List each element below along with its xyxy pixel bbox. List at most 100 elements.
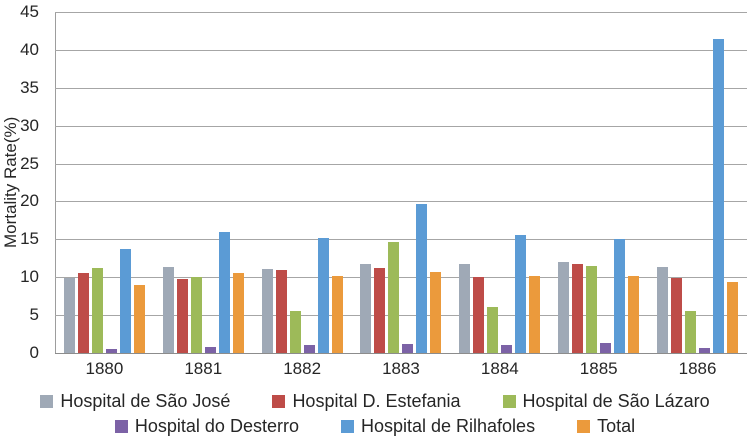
bar-1881-series-3	[204, 347, 216, 353]
legend-swatch-icon	[502, 395, 516, 408]
bar-1883-series-5	[430, 272, 442, 353]
bar-1881-series-2	[190, 277, 202, 353]
bar-1880-series-2	[91, 268, 103, 353]
bar-1886-series-1	[671, 278, 683, 353]
chart-legend: Hospital de São José Hospital D. Estefani…	[0, 389, 750, 439]
x-axis-tick-labels: 1880 1881 1882 1883 1884 1885 1886	[55, 359, 747, 381]
legend-label: Hospital do Desterro	[134, 416, 299, 436]
x-tick-label-1885: 1885	[579, 359, 618, 378]
bar-1883-series-3	[402, 344, 414, 353]
bar-group-1886	[648, 12, 747, 353]
bar-1880-series-1	[77, 273, 89, 353]
x-tick-label-1886: 1886	[678, 359, 717, 378]
legend-label: Hospital de São Lázaro	[522, 391, 710, 411]
legend-swatch-icon	[40, 395, 54, 408]
bar-1880-series-4	[119, 249, 131, 353]
bar-1884-series-0	[459, 264, 471, 353]
bar-1881-series-4	[218, 232, 230, 353]
y-tick-label-35: 35	[20, 78, 39, 97]
bar-1882-series-5	[331, 276, 343, 353]
bar-1885-series-4	[614, 239, 626, 353]
bar-1881-series-5	[232, 273, 244, 353]
legend-label: Hospital de São José	[60, 391, 231, 411]
legend-swatch-icon	[114, 420, 128, 433]
legend-label: Total	[597, 416, 636, 436]
bar-1880-series-0	[63, 278, 75, 353]
bar-group-1885	[549, 12, 648, 353]
bar-1886-series-0	[657, 267, 669, 353]
bar-1886-series-3	[699, 348, 711, 353]
bar-1885-series-1	[572, 264, 584, 353]
legend-row-2: Hospital do Desterro Hospital de Rilhafol…	[0, 414, 750, 439]
x-tick-label-1881: 1881	[184, 359, 223, 378]
bar-1881-series-1	[176, 279, 188, 353]
legend-row-1: Hospital de São José Hospital D. Estefani…	[0, 389, 750, 414]
x-tick-label-1882: 1882	[283, 359, 322, 378]
bar-group-1882	[253, 12, 352, 353]
y-axis-line	[55, 12, 56, 354]
y-tick-label-20: 20	[20, 191, 39, 210]
bar-group-1880	[55, 12, 154, 353]
bar-1882-series-4	[317, 238, 329, 353]
gridline-y-0	[55, 353, 747, 354]
bar-1886-series-2	[685, 311, 697, 353]
x-tick-label-1880: 1880	[85, 359, 124, 378]
legend-item-series-3: Hospital do Desterro	[114, 416, 299, 437]
legend-swatch-icon	[577, 420, 591, 433]
bar-1880-series-3	[105, 349, 117, 353]
gridline-y-35	[55, 88, 747, 89]
bar-1886-series-5	[727, 282, 739, 353]
gridline-y-30	[55, 126, 747, 127]
y-axis-tick-labels: 0 5 10 15 20 25 30 35 40 45	[0, 2, 47, 362]
legend-swatch-icon	[340, 420, 354, 433]
y-tick-label-30: 30	[20, 116, 39, 135]
bar-1885-series-3	[600, 343, 612, 353]
bar-1884-series-1	[473, 277, 485, 353]
x-tick-label-1884: 1884	[480, 359, 519, 378]
bar-1886-series-4	[713, 39, 725, 353]
bar-1883-series-1	[374, 268, 386, 353]
gridline-y-5	[55, 315, 747, 316]
legend-label: Hospital D. Estefania	[292, 391, 461, 411]
y-tick-label-25: 25	[20, 154, 39, 173]
bar-1884-series-3	[501, 345, 513, 353]
gridline-y-45	[55, 12, 747, 13]
bar-1883-series-4	[416, 204, 428, 353]
legend-label: Hospital de Rilhafoles	[360, 416, 536, 436]
gridline-y-10	[55, 277, 747, 278]
legend-item-series-5: Total	[577, 416, 635, 437]
bar-1884-series-5	[529, 276, 541, 353]
y-tick-label-0: 0	[29, 343, 39, 362]
bar-1880-series-5	[133, 285, 145, 353]
bar-group-1884	[450, 12, 549, 353]
bar-1882-series-1	[275, 270, 287, 353]
bar-1882-series-3	[303, 345, 315, 353]
bar-1881-series-0	[162, 267, 174, 353]
legend-item-series-1: Hospital D. Estefania	[272, 391, 461, 412]
bar-1883-series-2	[388, 242, 400, 353]
gridline-y-20	[55, 201, 747, 202]
bar-1885-series-2	[586, 266, 598, 353]
legend-item-series-4: Hospital de Rilhafoles	[340, 416, 536, 437]
bar-1885-series-5	[628, 276, 640, 353]
gridline-y-40	[55, 50, 747, 51]
bar-1882-series-0	[261, 269, 273, 353]
y-tick-label-15: 15	[20, 229, 39, 248]
bar-1882-series-2	[289, 311, 301, 353]
y-tick-label-10: 10	[20, 267, 39, 286]
y-tick-label-45: 45	[20, 2, 39, 21]
gridline-y-25	[55, 164, 747, 165]
y-tick-label-40: 40	[20, 40, 39, 59]
legend-item-series-2: Hospital de São Lázaro	[502, 391, 710, 412]
gridline-y-15	[55, 239, 747, 240]
bar-group-1881	[154, 12, 253, 353]
bar-1884-series-2	[487, 307, 499, 353]
legend-item-series-0: Hospital de São José	[40, 391, 230, 412]
bar-1885-series-0	[558, 262, 570, 353]
bar-1883-series-0	[360, 264, 372, 353]
y-tick-label-5: 5	[29, 305, 39, 324]
bar-group-1883	[352, 12, 451, 353]
x-tick-label-1883: 1883	[382, 359, 420, 378]
bar-1884-series-4	[515, 235, 527, 353]
